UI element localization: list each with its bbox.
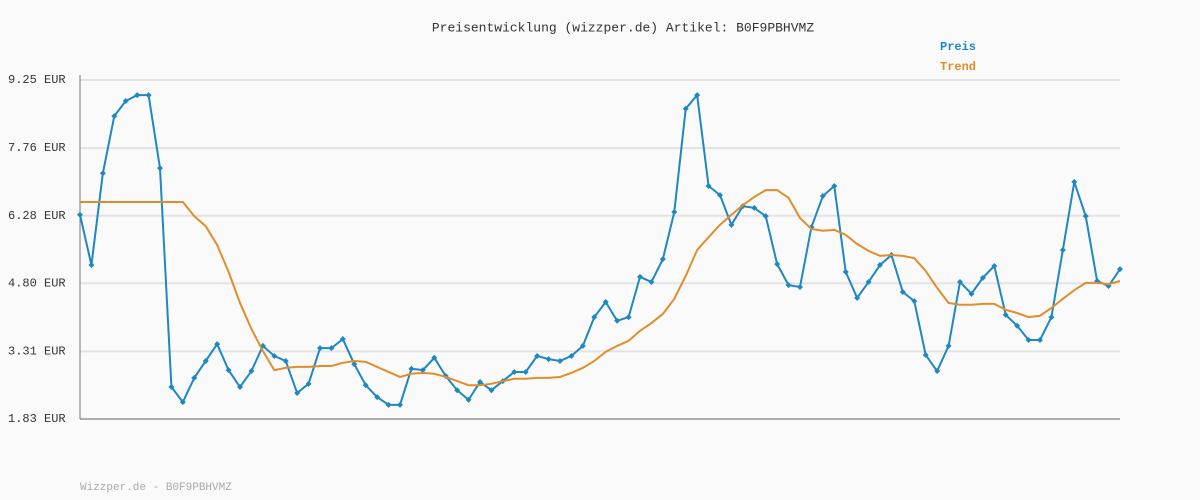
point-marker <box>865 278 872 285</box>
point-marker <box>408 365 415 372</box>
point-marker <box>659 256 666 263</box>
point-marker <box>774 261 781 268</box>
point-marker <box>88 262 95 269</box>
footer: Wizzper.de - B0F9PBHVMZ <box>80 482 232 494</box>
point-marker <box>1048 314 1055 321</box>
point-marker <box>728 221 735 228</box>
legend-entry: Trend <box>940 60 976 74</box>
point-marker <box>294 389 301 396</box>
point-marker <box>557 357 563 364</box>
point-marker <box>568 352 575 359</box>
point-marker <box>682 105 689 112</box>
point-marker <box>362 382 369 389</box>
line-trend <box>80 189 1121 387</box>
point-marker <box>397 401 403 408</box>
point-marker <box>717 192 723 199</box>
point-marker <box>111 113 118 120</box>
y-tick-label: 3.31 EUR <box>8 345 66 359</box>
point-marker <box>705 182 712 189</box>
point-marker <box>648 278 655 285</box>
line-preis <box>79 92 1121 406</box>
point-marker <box>157 165 163 172</box>
point-marker <box>122 98 129 105</box>
point-marker <box>614 317 621 324</box>
point-marker <box>534 352 541 359</box>
point-marker <box>1071 178 1078 185</box>
point-marker <box>191 374 198 381</box>
point-marker <box>1025 336 1032 343</box>
point-marker <box>419 367 426 374</box>
point-marker <box>522 368 529 375</box>
point-marker <box>225 367 232 374</box>
point-marker <box>957 278 963 285</box>
point-marker <box>1014 322 1021 329</box>
point-marker <box>99 170 106 177</box>
point-marker <box>305 380 312 387</box>
point-marker <box>1059 246 1066 253</box>
point-marker <box>168 384 175 391</box>
point-marker <box>785 282 792 289</box>
point-marker <box>625 314 632 321</box>
point-marker <box>591 314 598 321</box>
point-marker <box>202 357 209 364</box>
point-marker <box>819 193 826 200</box>
y-tick-label: 1.83 EUR <box>8 412 66 426</box>
point-marker <box>454 387 461 394</box>
point-marker <box>328 345 335 352</box>
point-marker <box>934 368 941 375</box>
point-marker <box>842 268 849 275</box>
point-marker <box>911 298 918 305</box>
point-marker <box>602 299 609 306</box>
point-marker <box>339 336 346 343</box>
point-marker <box>248 368 255 375</box>
point-marker <box>465 396 472 403</box>
point-marker <box>179 399 186 406</box>
point-marker <box>579 342 586 349</box>
y-tick-label: 4.80 EUR <box>8 276 66 290</box>
point-marker <box>282 357 289 364</box>
point-marker <box>637 273 643 280</box>
point-marker <box>511 368 518 375</box>
y-tick-label: 9.25 EUR <box>8 73 66 87</box>
point-marker <box>317 345 323 352</box>
point-marker <box>899 288 906 295</box>
point-marker <box>351 361 358 368</box>
point-marker <box>214 341 221 348</box>
y-tick-label: 6.28 EUR <box>8 209 66 223</box>
y-tick-label: 7.76 EUR <box>8 141 66 155</box>
point-marker <box>694 92 701 99</box>
point-marker <box>77 211 83 218</box>
point-marker <box>979 274 986 281</box>
point-marker <box>431 354 438 361</box>
point-marker <box>1082 213 1089 220</box>
point-marker <box>134 92 141 99</box>
point-marker <box>1002 311 1009 318</box>
point-marker <box>271 352 278 359</box>
point-marker <box>751 204 758 211</box>
point-marker <box>385 401 392 408</box>
point-marker <box>237 384 243 391</box>
point-marker <box>877 262 883 269</box>
point-marker <box>797 283 803 290</box>
point-marker <box>991 262 998 269</box>
point-marker <box>145 92 152 99</box>
legend-entry: Preis <box>940 40 976 54</box>
chart-title: Preisentwicklung (wizzper.de) Artikel: B… <box>432 20 814 35</box>
point-marker <box>922 352 929 359</box>
point-marker <box>968 290 975 297</box>
point-marker <box>1117 266 1123 273</box>
point-marker <box>374 394 381 401</box>
point-marker <box>545 356 552 363</box>
point-marker <box>945 342 952 349</box>
point-marker <box>488 387 495 394</box>
point-marker <box>762 213 769 220</box>
point-marker <box>477 378 483 385</box>
point-marker <box>671 209 678 216</box>
point-marker <box>1037 336 1043 343</box>
point-marker <box>854 294 861 301</box>
point-marker <box>831 182 838 189</box>
